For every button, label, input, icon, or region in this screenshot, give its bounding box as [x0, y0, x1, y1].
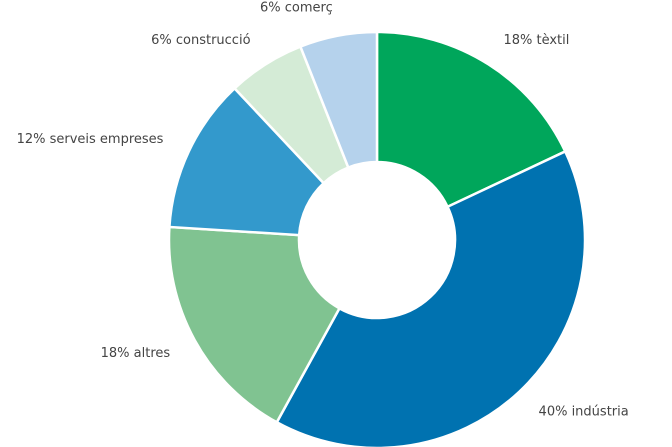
slice-label: 18% tèxtil	[503, 33, 569, 48]
slice-label: 18% altres	[101, 346, 171, 361]
donut-slice	[275, 149, 587, 447]
slice-label: 6% comerç	[260, 1, 333, 16]
donut-slice	[375, 30, 567, 209]
donut-slice	[168, 86, 326, 237]
donut-slice	[167, 225, 342, 424]
slice-label: 40% indústria	[539, 405, 629, 420]
slice-label: 12% serveis empreses	[17, 132, 164, 147]
slice-label: 6% construcció	[151, 33, 250, 48]
donut-slice	[298, 30, 379, 170]
